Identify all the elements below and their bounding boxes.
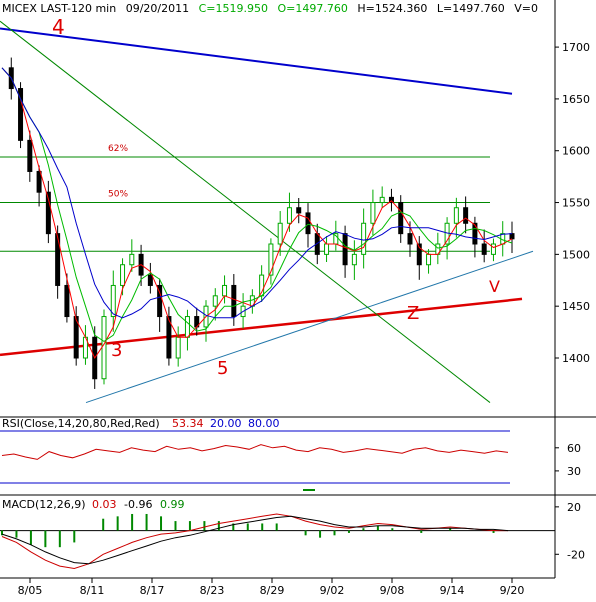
x-tick-label: 8/11	[80, 584, 105, 597]
trendline-4	[0, 27, 513, 95]
x-tick-label: 8/29	[260, 584, 285, 597]
y-tick-label: 1700	[562, 41, 590, 54]
volume-value: V=0	[514, 2, 538, 15]
x-tick-label: 8/23	[200, 584, 225, 597]
macd-value-3: 0.99	[160, 498, 185, 511]
y-tick-label: 1400	[562, 352, 590, 365]
rsi-panel: 30 60 RSI(Close,14,20,80,Red,Red) 53.34 20.0…	[0, 417, 581, 491]
x-tick-label: 9/02	[320, 584, 345, 597]
candle-body	[481, 243, 487, 255]
macd-tick-label: -20	[567, 548, 585, 561]
candle-body	[342, 233, 348, 266]
candle-body	[268, 243, 274, 276]
x-tick-label: 8/05	[18, 584, 43, 597]
candle-body	[45, 191, 51, 235]
trendline-5	[85, 250, 534, 404]
candle-body	[286, 207, 292, 224]
x-tick-label: 9/14	[440, 584, 465, 597]
candle-body	[453, 207, 459, 224]
candle-body	[361, 222, 367, 255]
candle-body	[55, 233, 61, 286]
rsi-low: 20.00	[210, 417, 242, 430]
candle-body	[296, 207, 302, 214]
annotation-v: V	[489, 277, 500, 296]
candle-body	[388, 196, 394, 204]
low-value: L=1497.760	[436, 2, 505, 15]
candle-body	[147, 274, 153, 286]
macd-value-1: 0.03	[92, 498, 117, 511]
fib-62-label: 62%	[108, 144, 128, 154]
candle-body	[407, 233, 413, 245]
x-tick-label: 9/08	[380, 584, 405, 597]
x-tick-label: 9/20	[500, 584, 525, 597]
candle-body	[379, 196, 385, 204]
candle-body	[18, 88, 24, 141]
y-tick-label: 1600	[562, 145, 590, 158]
candle-body	[175, 336, 181, 359]
candle-body	[64, 284, 70, 318]
y-tick-label: 1500	[562, 248, 590, 261]
candle-body	[73, 316, 79, 359]
candle-body	[101, 316, 107, 380]
candle-body	[231, 284, 237, 318]
candle-body	[166, 316, 172, 359]
rsi-tick-label: 30	[567, 465, 581, 478]
candle-body	[120, 264, 126, 286]
chart-header: MICEX LAST-120 min 09/20/2011 C=1519.950…	[2, 2, 544, 15]
candle-body	[157, 284, 163, 318]
rsi-value: 53.34	[172, 417, 204, 430]
annotation-3: 3	[111, 340, 122, 361]
rsi-tick-label: 60	[567, 442, 581, 455]
candle-body	[129, 253, 135, 266]
annotation-z: Z	[407, 303, 419, 324]
x-tick-label: 8/17	[140, 584, 165, 597]
candle-body	[463, 207, 469, 224]
ma-mid-line	[1, 67, 513, 343]
date-label: 09/20/2011	[125, 2, 190, 15]
high-value: H=1524.360	[357, 2, 428, 15]
annotation-5: 5	[217, 358, 228, 379]
candle-body	[490, 243, 496, 255]
candle-body	[305, 212, 311, 235]
annotation-4: 4	[52, 15, 65, 39]
ma-slow-line	[1, 67, 513, 319]
rsi-high: 80.00	[248, 417, 280, 430]
signal-line	[1, 515, 509, 565]
candle-body	[324, 243, 330, 255]
candle-body	[416, 243, 422, 266]
ma-fast-line	[1, 67, 513, 360]
symbol-label: MICEX LAST-120 min	[2, 2, 117, 15]
candle-body	[509, 233, 515, 240]
candle-body	[110, 284, 116, 318]
macd-line	[1, 513, 508, 570]
macd-value-2: -0.96	[124, 498, 152, 511]
rsi-title: RSI(Close,14,20,80,Red,Red)	[2, 417, 160, 430]
candle-body	[370, 202, 376, 224]
open-value: O=1497.760	[277, 2, 348, 15]
y-tick-label: 1650	[562, 93, 590, 106]
rsi-line	[1, 444, 509, 460]
y-tick-label: 1550	[562, 197, 590, 210]
close-value: C=1519.950	[198, 2, 268, 15]
macd-panel: 20 -20 MACD(12,26,9) 0.03 -0.96 0.99	[0, 498, 585, 570]
candle-body	[472, 222, 478, 245]
price-panel: 62% 50% 4 3 5 Z V	[0, 15, 534, 404]
candle-body	[184, 316, 190, 338]
y-tick-label: 1450	[562, 300, 590, 313]
candle-body	[222, 284, 228, 297]
trendline-down	[0, 20, 491, 403]
candle-body	[398, 202, 404, 235]
macd-title: MACD(12,26,9)	[2, 498, 86, 511]
candle-body	[36, 170, 42, 193]
candle-body	[426, 253, 432, 266]
candle-body	[27, 139, 33, 172]
macd-tick-label: 20	[567, 501, 581, 514]
candle-body	[351, 253, 357, 266]
candle-body	[212, 295, 218, 307]
candle-body	[277, 222, 283, 245]
fib-50-label: 50%	[108, 190, 128, 200]
